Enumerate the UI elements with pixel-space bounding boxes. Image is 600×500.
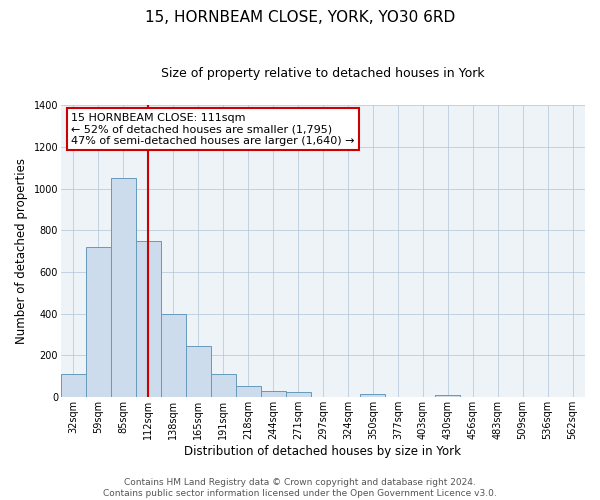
Bar bbox=[136, 240, 161, 397]
Bar bbox=[86, 247, 111, 397]
Bar bbox=[260, 390, 286, 397]
Bar bbox=[211, 374, 236, 397]
Bar bbox=[61, 374, 86, 397]
Bar bbox=[286, 392, 311, 397]
Y-axis label: Number of detached properties: Number of detached properties bbox=[15, 158, 28, 344]
Bar bbox=[435, 394, 460, 397]
Bar bbox=[186, 346, 211, 397]
Bar bbox=[236, 386, 260, 397]
Bar bbox=[361, 394, 385, 397]
Text: Contains HM Land Registry data © Crown copyright and database right 2024.
Contai: Contains HM Land Registry data © Crown c… bbox=[103, 478, 497, 498]
Bar bbox=[161, 314, 186, 397]
X-axis label: Distribution of detached houses by size in York: Distribution of detached houses by size … bbox=[184, 444, 461, 458]
Text: 15, HORNBEAM CLOSE, YORK, YO30 6RD: 15, HORNBEAM CLOSE, YORK, YO30 6RD bbox=[145, 10, 455, 25]
Title: Size of property relative to detached houses in York: Size of property relative to detached ho… bbox=[161, 68, 485, 80]
Bar bbox=[111, 178, 136, 397]
Text: 15 HORNBEAM CLOSE: 111sqm
← 52% of detached houses are smaller (1,795)
47% of se: 15 HORNBEAM CLOSE: 111sqm ← 52% of detac… bbox=[71, 112, 355, 146]
